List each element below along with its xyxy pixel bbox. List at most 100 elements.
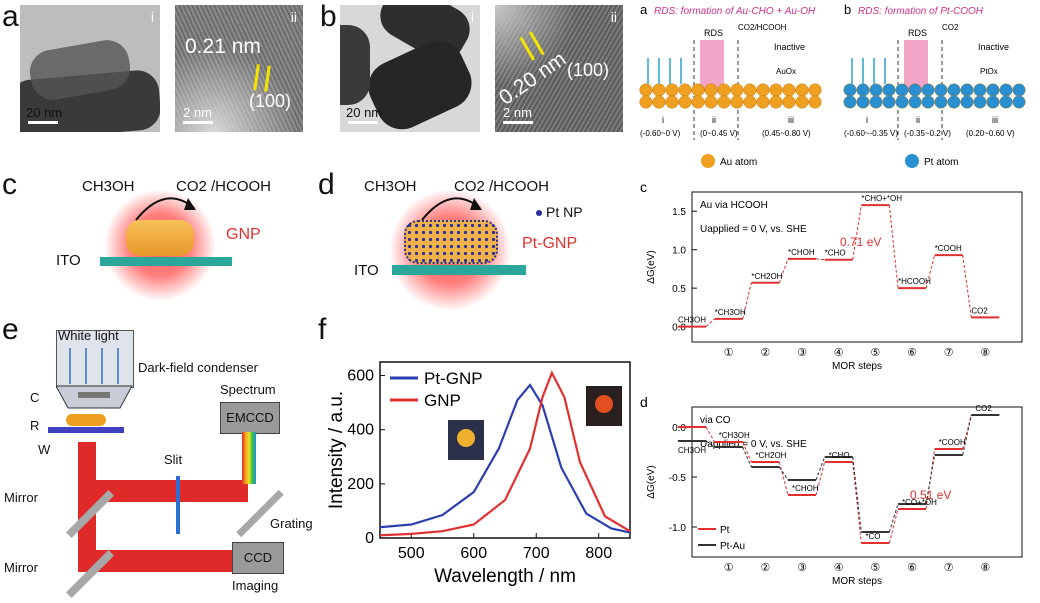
inset-spot: [457, 429, 475, 447]
reaction-arrow: [421, 197, 482, 221]
y-tick-label: 0.0: [672, 423, 686, 434]
annotation: Uapplied = 0 V, vs. SHE: [700, 224, 807, 235]
atom: [960, 83, 974, 97]
atom: [769, 83, 783, 97]
barrier-label: 0.71 eV: [840, 235, 881, 249]
scale-bar: [503, 121, 533, 124]
scale-bar: [183, 121, 213, 124]
atom: [795, 95, 809, 109]
substrate-label: ITO: [354, 262, 379, 279]
gold-nanorod: [126, 220, 194, 256]
slit-icon: [176, 476, 180, 534]
atom: [782, 83, 796, 97]
atom: [843, 95, 857, 109]
tem-image-b-i: i 20 nm: [340, 5, 480, 132]
pt-np-dot-icon: [536, 210, 542, 216]
potential-range: (0~0.45 V): [700, 129, 738, 138]
rds-highlight: [700, 40, 724, 92]
red-beam-upper: [78, 480, 248, 502]
chart-title: via CO: [700, 415, 731, 426]
atom: [947, 83, 961, 97]
energy-connector: [962, 414, 972, 456]
tem-sub-label: ii: [610, 9, 617, 25]
atom: [717, 95, 731, 109]
mirror-label: Mirror: [4, 560, 38, 575]
tem-sub-label: i: [470, 9, 474, 25]
x-tick-label: ⑤: [870, 562, 880, 574]
atom: [743, 95, 757, 109]
rds-title: RDS: formation of Pt-COOH: [858, 6, 984, 17]
electrode-c-label: C: [30, 390, 40, 405]
atom: [856, 83, 870, 97]
state-label: *CHO: [829, 451, 850, 460]
atom: [882, 95, 896, 109]
energy-connector: [742, 446, 752, 468]
state-label: *COOH: [935, 244, 962, 253]
y-tick-label: 0: [365, 530, 374, 547]
atom: [973, 95, 987, 109]
product-label: CO2 /HCOOH: [176, 178, 272, 195]
light-source-label: White light: [58, 328, 119, 343]
imaging-label: Imaging: [232, 578, 279, 593]
rds-highlight: [904, 40, 928, 92]
y-tick-label: 600: [347, 368, 374, 385]
atom: [704, 95, 718, 109]
atom: [947, 95, 961, 109]
x-tick-label: ③: [797, 562, 807, 574]
tem-image-b-ii: ii 0.20 nm (100) 2 nm: [495, 5, 623, 132]
atom-legend-label: Au atom: [720, 157, 757, 168]
energy-connector: [962, 414, 972, 450]
scattering-spectra-chart: 500 600 700 800 0 200 400 600 Wavelength / nm Int…: [328, 361, 631, 587]
region-label: i: [866, 115, 868, 125]
scale-label: 2 nm: [183, 105, 212, 120]
region-label: iii: [788, 115, 794, 125]
x-tick-label: ①: [724, 347, 734, 359]
y-tick-label: -1.0: [669, 523, 687, 534]
white-light-box: [56, 330, 134, 388]
energy-connector: [852, 204, 862, 260]
panel-label: a: [640, 2, 648, 17]
potential-range: (-0.60~-0.35 V): [844, 129, 898, 138]
y-axis-label: Intensity / a.u.: [328, 391, 347, 509]
energy-connector: [742, 282, 752, 320]
atom: [808, 95, 822, 109]
atom: [756, 95, 770, 109]
chart-title: Au via HCOOH: [700, 200, 768, 211]
atom: [639, 95, 653, 109]
atom: [652, 95, 666, 109]
rds-label: RDS: [704, 28, 723, 38]
atom: [895, 83, 909, 97]
atom-legend-icon: [701, 154, 715, 168]
x-tick-label: ②: [760, 562, 770, 574]
atom: [743, 83, 757, 97]
atom: [999, 95, 1013, 109]
legend-label: Pt: [720, 525, 730, 536]
atom: [782, 95, 796, 109]
x-tick-label: ⑤: [870, 347, 880, 359]
atom: [730, 95, 744, 109]
x-tick-label: ①: [724, 562, 734, 574]
spectrum-rainbow: [242, 432, 256, 484]
atom: [869, 83, 883, 97]
barrier-label: 0.51 eV: [910, 488, 951, 502]
atom: [639, 83, 653, 97]
scale-bar: [28, 121, 58, 124]
x-tick-label: 500: [398, 545, 425, 562]
atom: [921, 95, 935, 109]
atom: [704, 83, 718, 97]
region-label: ii: [916, 115, 920, 125]
atom: [808, 83, 822, 97]
x-tick-label: 600: [460, 545, 487, 562]
state-label: *CHOH: [788, 248, 815, 257]
atom: [652, 83, 666, 97]
panel-label: d: [640, 394, 648, 410]
plot-frame: [379, 361, 631, 539]
atom: [869, 95, 883, 109]
oxide-label: PtOx: [980, 67, 998, 76]
atom-legend-label: Pt atom: [924, 157, 958, 168]
rds-title: RDS: formation of Au-CHO + Au-OH: [654, 6, 816, 17]
state-label: *CHOH: [792, 484, 819, 493]
panel-label-b: b: [320, 0, 337, 33]
panel-label-f: f: [318, 313, 327, 346]
state-label: CH3OH: [678, 316, 706, 325]
